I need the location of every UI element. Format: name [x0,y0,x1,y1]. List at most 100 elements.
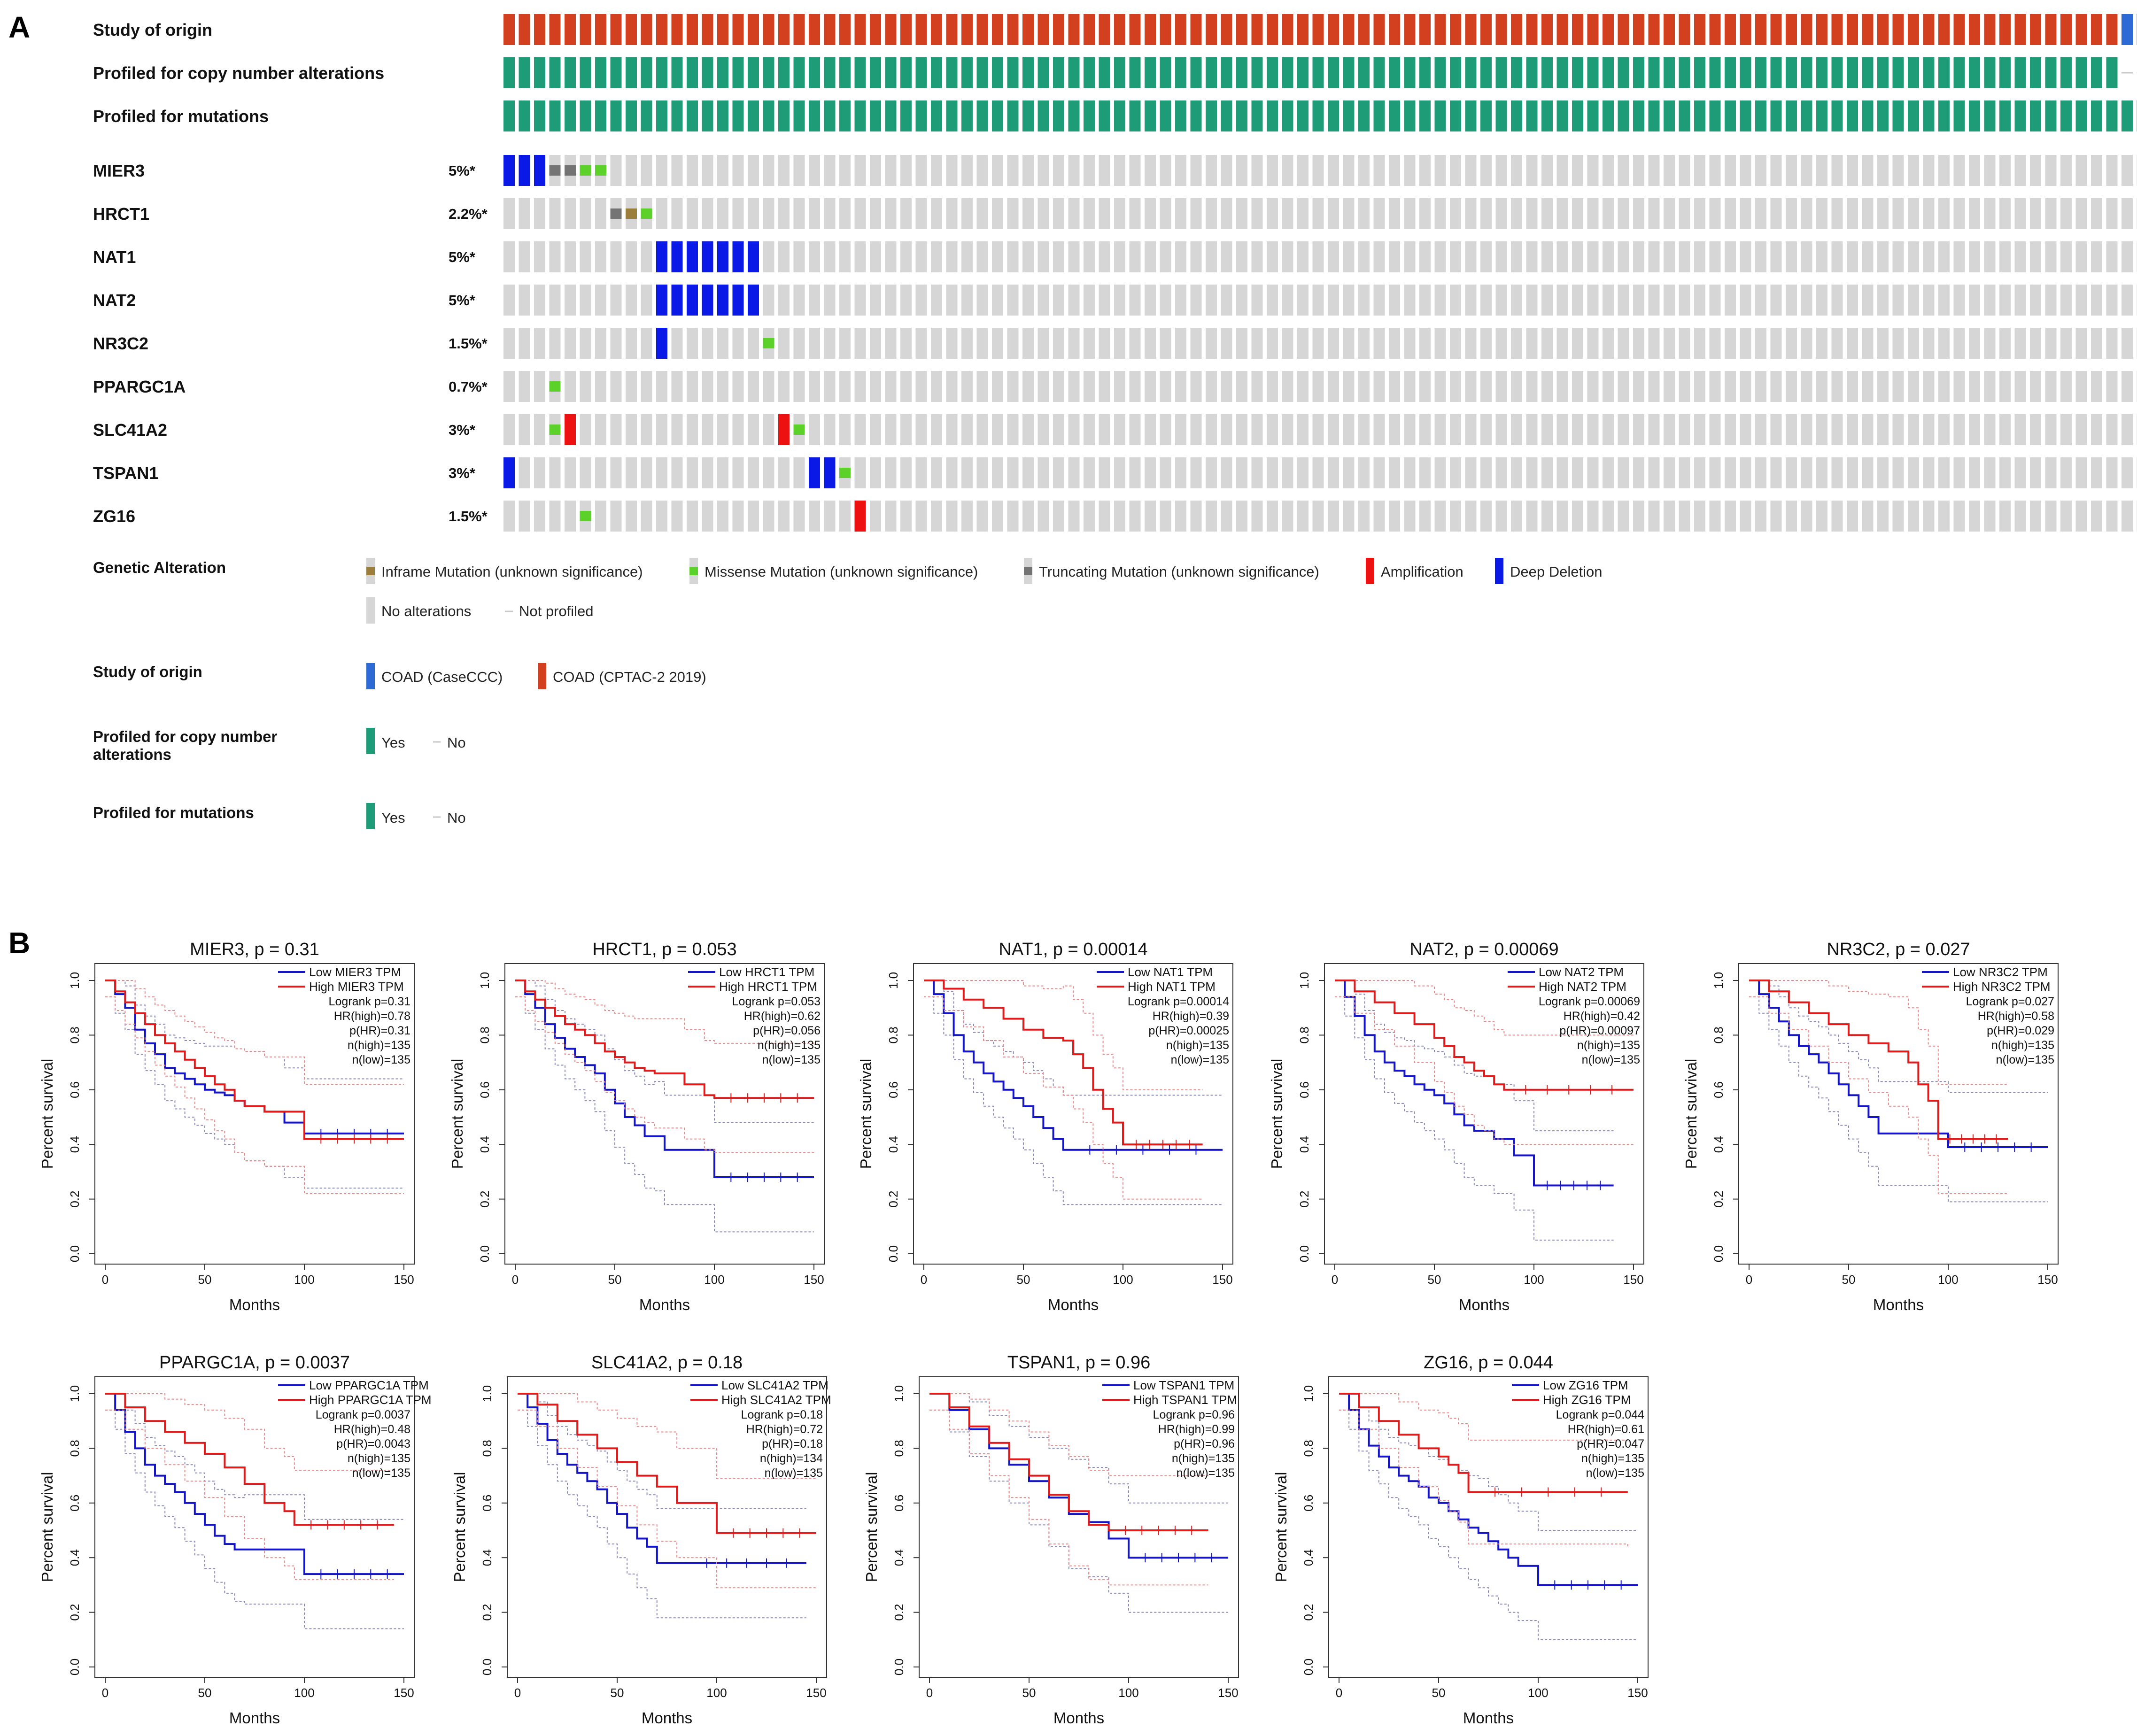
km-ci-upper-low [518,1393,806,1509]
clinical-cell [976,100,988,131]
gene-cell [1053,155,1064,186]
gene-cell [854,457,866,488]
clinical-cell [763,14,774,45]
gene-cell [2060,457,2072,488]
gene-cell [1328,241,1339,272]
gene-cell [1282,285,1293,316]
gene-cell [1251,414,1263,445]
gene-cell [1282,198,1293,229]
gene-cell [1053,457,1064,488]
km-stat-line: HR(high)=0.99 [1158,1423,1235,1436]
gene-label-mier3: MIER3 [93,161,145,180]
legend-label-amplification: Amplification [1381,563,1463,580]
gene-label-ppargc1a: PPARGC1A [93,377,186,396]
legend-swatch-caseccc [366,663,375,689]
gene-cell [1465,155,1477,186]
gene-cell [900,501,912,532]
gene-cell [1725,457,1736,488]
gene-cell [1938,501,1950,532]
legend-swatch-amplification [1366,558,1374,584]
gene-cell [1969,371,1980,402]
km-title: NAT1, p = 0.00014 [999,940,1147,959]
gene-pct-nat1: 5%* [449,249,476,265]
km-frame [507,1376,827,1678]
clinical-cell [1007,100,1019,131]
clinical-cell [1450,14,1461,45]
gene-cell [1465,371,1477,402]
gene-cell [1419,155,1431,186]
gene-cell [1618,241,1629,272]
gene-cell [2060,285,2072,316]
clinical-cell [2075,100,2087,131]
km-ci-lower-high [105,996,404,1194]
clinical-cell [1190,57,1202,88]
gene-cell [1679,198,1690,229]
gene-cell [1709,371,1721,402]
gene-cell [1541,241,1553,272]
gene-cell [1511,285,1522,316]
km-ytick-label: 0.2 [886,1191,900,1208]
gene-cell [565,285,576,316]
km-ylabel: Percent survival [863,1472,880,1582]
gene-cell [702,198,713,229]
gene-cell [824,241,836,272]
gene-cell [1068,198,1080,229]
gene-cell [2122,241,2133,272]
gene-cell [1984,328,1996,359]
gene-cell [748,328,759,359]
gene-cell [702,457,713,488]
clinical-cell [1160,14,1171,45]
gene-cell [1679,414,1690,445]
gene-cell [1755,155,1766,186]
gene-cell [1465,414,1477,445]
gene-cell [1236,414,1247,445]
gene-cell [1022,155,1034,186]
clinical-cell [1786,57,1797,88]
gene-cell [1495,155,1507,186]
gene-cell [1984,414,1996,445]
gene-cell [549,501,561,532]
gene-cell [748,198,759,229]
gene-cell [626,414,637,445]
clinical-cell [1587,14,1599,45]
km-legend-low: Low NAT2 TPM [1539,965,1624,979]
gene-cell [1786,371,1797,402]
gene-cell [1038,371,1049,402]
clinical-cell [1526,14,1538,45]
km-xtick-label: 150 [394,1273,414,1287]
clinical-cell [1755,14,1766,45]
gene-cell [1953,414,1965,445]
clinical-cell [870,57,881,88]
gene-cell [1465,241,1477,272]
clinical-cell [1419,100,1431,131]
gene-cell [1007,155,1019,186]
gene-cell [1221,457,1232,488]
gene-cell [717,501,728,532]
clinical-cell [549,14,561,45]
km-title: MIER3, p = 0.31 [190,940,319,959]
clinical-cell [976,14,988,45]
clinical-cell [595,100,606,131]
gene-cell [1404,198,1416,229]
clinical-cell [519,100,530,131]
gene-cell [976,457,988,488]
clinical-cell [1389,57,1400,88]
gene-cell [1511,155,1522,186]
gene-cell [549,198,561,229]
gene-cell [1572,241,1583,272]
gene-cell [1068,285,1080,316]
gene-cell [1618,285,1629,316]
gene-cell [717,457,728,488]
clinical-cell [931,57,942,88]
gene-cell [1114,414,1125,445]
clinical-cell [580,57,591,88]
clinical-cell [2122,14,2133,45]
gene-cell [1084,155,1095,186]
gene-cell [1556,285,1568,316]
gene-cell [900,328,912,359]
gene-cell [1343,328,1355,359]
clinical-cell [2060,57,2072,88]
gene-cell [1099,414,1110,445]
clinical-cell [1480,14,1492,45]
